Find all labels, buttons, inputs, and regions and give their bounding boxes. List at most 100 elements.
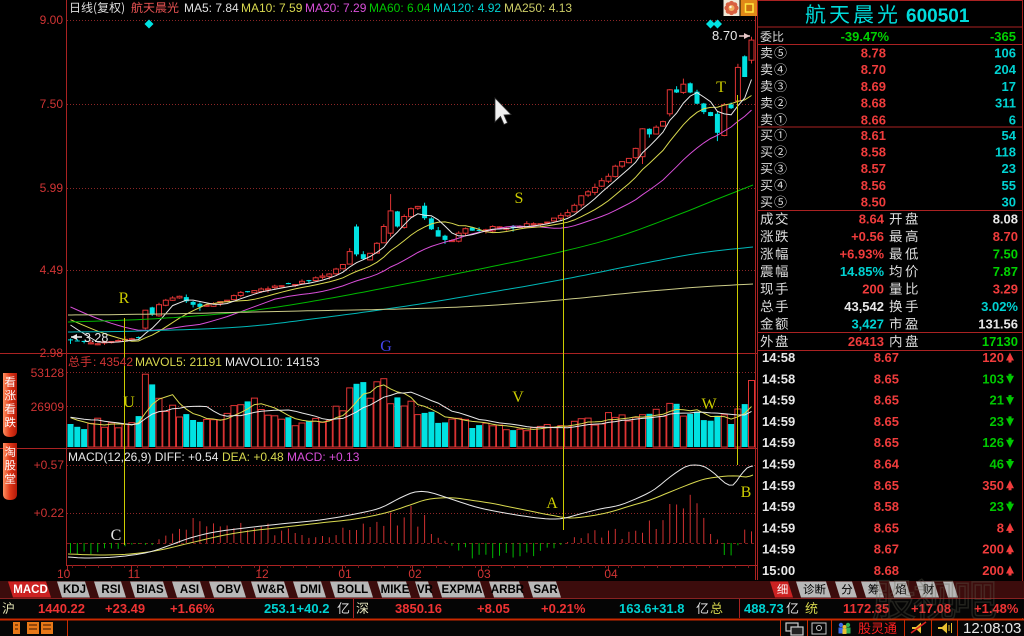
- svg-text:MACD: +0.13: MACD: +0.13: [287, 450, 360, 464]
- svg-text:8.69: 8.69: [861, 79, 886, 94]
- svg-text:04: 04: [604, 567, 618, 581]
- svg-text:8.61: 8.61: [861, 128, 886, 143]
- svg-text:8: 8: [997, 520, 1004, 535]
- svg-text:14:59: 14:59: [762, 499, 795, 514]
- svg-text:8.65: 8.65: [874, 393, 899, 408]
- svg-text:BIAS: BIAS: [136, 584, 164, 596]
- svg-text:U: U: [123, 394, 135, 411]
- svg-text:2.98: 2.98: [40, 346, 64, 360]
- svg-text:8.64: 8.64: [874, 457, 900, 472]
- svg-text:S: S: [515, 190, 524, 207]
- svg-text:T: T: [716, 79, 726, 96]
- svg-text:MA10: 7.59: MA10: 7.59: [241, 1, 303, 15]
- svg-text:5.99: 5.99: [40, 181, 64, 195]
- svg-text:253.1+40.2: 253.1+40.2: [264, 601, 329, 616]
- svg-text:-365: -365: [990, 29, 1016, 44]
- svg-text:17: 17: [1002, 79, 1016, 94]
- svg-text:4.49: 4.49: [40, 263, 64, 277]
- svg-text:MA120: 4.92: MA120: 4.92: [433, 1, 501, 15]
- svg-text:14:59: 14:59: [762, 457, 795, 472]
- svg-text:8.65: 8.65: [874, 478, 899, 493]
- svg-text:55: 55: [1002, 178, 1016, 193]
- svg-text:VR: VR: [417, 584, 434, 596]
- svg-text:3850.16: 3850.16: [395, 601, 442, 616]
- svg-text:43,542: 43,542: [844, 299, 884, 314]
- svg-text:23: 23: [1002, 161, 1016, 176]
- svg-text:131.56: 131.56: [978, 317, 1018, 332]
- svg-text:488.73: 488.73: [744, 601, 784, 616]
- svg-text:14:59: 14:59: [762, 542, 795, 557]
- svg-text:14:59: 14:59: [762, 520, 795, 535]
- svg-text:6: 6: [1009, 112, 1016, 127]
- svg-text:8.65: 8.65: [874, 435, 899, 450]
- svg-text:MA60: 6.04: MA60: 6.04: [369, 1, 431, 15]
- svg-text:8.08: 8.08: [993, 212, 1018, 227]
- svg-text:MAVOL5: 21191: MAVOL5: 21191: [135, 355, 222, 369]
- svg-text:7.50: 7.50: [993, 247, 1018, 262]
- svg-text:23: 23: [990, 499, 1004, 514]
- svg-text:8.57: 8.57: [861, 161, 886, 176]
- svg-text:8.68: 8.68: [861, 96, 886, 111]
- svg-text:A: A: [546, 495, 558, 512]
- svg-text:46: 46: [990, 457, 1004, 472]
- svg-text:106: 106: [994, 46, 1016, 61]
- svg-text:8.56: 8.56: [861, 178, 886, 193]
- svg-text:W: W: [701, 396, 717, 413]
- svg-text:+8.05: +8.05: [477, 601, 510, 616]
- svg-text:+0.21%: +0.21%: [541, 601, 586, 616]
- svg-text:600501: 600501: [906, 6, 970, 27]
- svg-text:KDJ: KDJ: [63, 584, 86, 596]
- svg-text:14:58: 14:58: [762, 350, 795, 365]
- svg-text:8.64: 8.64: [859, 212, 885, 227]
- svg-text:8.78: 8.78: [861, 46, 886, 61]
- svg-text:B: B: [741, 484, 752, 501]
- svg-text:8.50: 8.50: [861, 195, 886, 210]
- svg-text:8.66: 8.66: [861, 112, 886, 127]
- svg-text:21: 21: [990, 393, 1004, 408]
- svg-text:350: 350: [982, 478, 1004, 493]
- svg-text:8.68: 8.68: [874, 563, 899, 578]
- svg-text:14.85%: 14.85%: [840, 264, 885, 279]
- svg-text:MACD(12,26,9) DIFF: +0.54: MACD(12,26,9) DIFF: +0.54: [68, 450, 219, 464]
- svg-text:200: 200: [862, 282, 884, 297]
- svg-text:+1.66%: +1.66%: [170, 601, 215, 616]
- svg-text:MIKE: MIKE: [381, 584, 410, 596]
- svg-text:8.70: 8.70: [712, 28, 737, 43]
- svg-text:DEA: +0.48: DEA: +0.48: [222, 450, 284, 464]
- svg-text:03: 03: [477, 567, 491, 581]
- svg-text:200: 200: [982, 563, 1004, 578]
- svg-text:+1.48%: +1.48%: [974, 601, 1019, 616]
- svg-text:+23.49: +23.49: [105, 601, 145, 616]
- svg-text:120: 120: [982, 350, 1004, 365]
- svg-text:MAVOL10: 14153: MAVOL10: 14153: [225, 355, 320, 369]
- svg-text:7.50: 7.50: [40, 97, 64, 111]
- svg-text:8.65: 8.65: [874, 520, 899, 535]
- svg-text:+0.57: +0.57: [34, 458, 65, 472]
- svg-text:204: 204: [994, 62, 1016, 77]
- svg-text:14:59: 14:59: [762, 414, 795, 429]
- svg-text:OBV: OBV: [216, 584, 241, 596]
- svg-text:BOLL: BOLL: [337, 584, 368, 596]
- svg-text:+17.08: +17.08: [911, 601, 951, 616]
- svg-text:3,427: 3,427: [851, 317, 884, 332]
- svg-text:14:59: 14:59: [762, 393, 795, 408]
- svg-text:8.67: 8.67: [874, 542, 899, 557]
- svg-text:14:59: 14:59: [762, 435, 795, 450]
- svg-text:+0.22: +0.22: [34, 506, 65, 520]
- svg-text:ARBR: ARBR: [491, 584, 525, 596]
- svg-text:W&R: W&R: [257, 584, 285, 596]
- svg-text:V: V: [512, 389, 524, 406]
- svg-text:1172.35: 1172.35: [843, 601, 889, 616]
- svg-text:14:59: 14:59: [762, 478, 795, 493]
- svg-text:15:00: 15:00: [762, 563, 795, 578]
- svg-text:8.67: 8.67: [874, 350, 899, 365]
- svg-text:MACD: MACD: [13, 584, 48, 596]
- svg-text:26909: 26909: [31, 400, 65, 414]
- svg-text:9.00: 9.00: [40, 13, 64, 27]
- svg-text:MA20: 7.29: MA20: 7.29: [305, 1, 367, 15]
- svg-text:+6.93%: +6.93%: [840, 247, 885, 262]
- svg-text:12: 12: [255, 567, 269, 581]
- svg-text:1440.22: 1440.22: [38, 601, 85, 616]
- svg-text:-39.47%: -39.47%: [841, 29, 890, 44]
- svg-text:30: 30: [1002, 195, 1016, 210]
